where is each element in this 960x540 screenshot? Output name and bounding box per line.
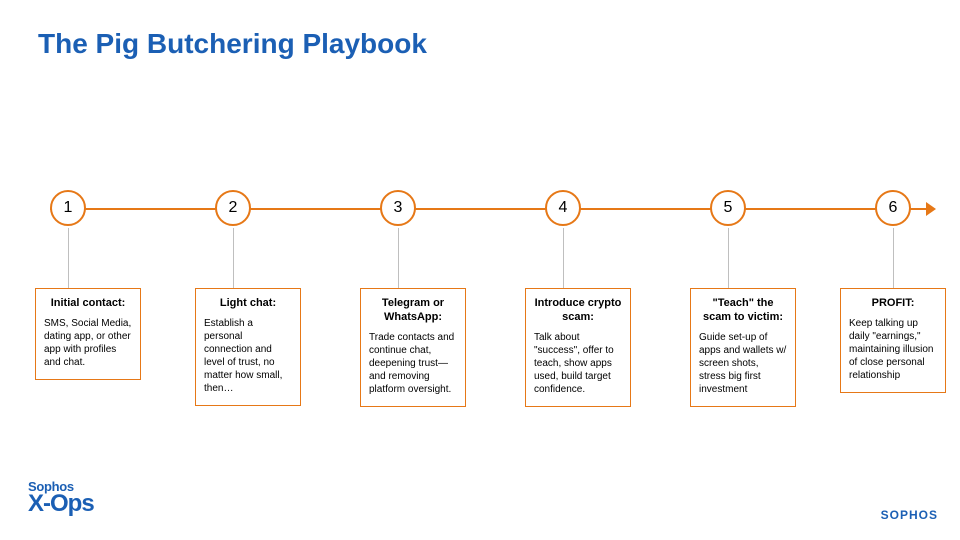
timeline-step-2: 2 bbox=[215, 190, 251, 226]
step-card-1: Initial contact: SMS, Social Media, datin… bbox=[35, 288, 141, 380]
drop-line bbox=[728, 228, 729, 288]
step-card-title: PROFIT: bbox=[849, 297, 937, 311]
timeline-step-6: 6 bbox=[875, 190, 911, 226]
timeline-step-4: 4 bbox=[545, 190, 581, 226]
step-card-body: Guide set-up of apps and wallets w/ scre… bbox=[699, 331, 787, 396]
step-card-title: Light chat: bbox=[204, 297, 292, 311]
timeline-arrow-icon bbox=[926, 202, 936, 216]
step-card-body: Talk about "success", offer to teach, sh… bbox=[534, 331, 622, 396]
logo-xops-text: X-Ops bbox=[28, 490, 94, 518]
step-card-title: Initial contact: bbox=[44, 297, 132, 311]
step-card-title: Telegram or WhatsApp: bbox=[369, 297, 457, 325]
timeline-line bbox=[50, 208, 930, 210]
step-card-4: Introduce crypto scam: Talk about "succes… bbox=[525, 288, 631, 407]
step-card-5: "Teach" the scam to victim: Guide set-up … bbox=[690, 288, 796, 407]
drop-line bbox=[233, 228, 234, 288]
step-card-6: PROFIT: Keep talking up daily "earnings,"… bbox=[840, 288, 946, 393]
step-card-2: Light chat: Establish a personal connecti… bbox=[195, 288, 301, 406]
sophos-footer-logo: SOPHOS bbox=[881, 508, 938, 522]
step-card-body: SMS, Social Media, dating app, or other … bbox=[44, 317, 132, 369]
timeline-step-3: 3 bbox=[380, 190, 416, 226]
page-title: The Pig Butchering Playbook bbox=[38, 28, 427, 60]
timeline-step-1: 1 bbox=[50, 190, 86, 226]
drop-line bbox=[68, 228, 69, 288]
step-card-body: Establish a personal connection and leve… bbox=[204, 317, 292, 395]
drop-line bbox=[893, 228, 894, 288]
timeline-step-5: 5 bbox=[710, 190, 746, 226]
drop-line bbox=[398, 228, 399, 288]
step-card-body: Keep talking up daily "earnings," mainta… bbox=[849, 317, 937, 382]
sophos-xops-logo: Sophos X-Ops bbox=[28, 479, 94, 518]
timeline bbox=[50, 190, 930, 230]
step-card-3: Telegram or WhatsApp: Trade contacts and … bbox=[360, 288, 466, 407]
drop-line bbox=[563, 228, 564, 288]
step-card-body: Trade contacts and continue chat, deepen… bbox=[369, 331, 457, 396]
step-card-title: Introduce crypto scam: bbox=[534, 297, 622, 325]
step-card-title: "Teach" the scam to victim: bbox=[699, 297, 787, 325]
